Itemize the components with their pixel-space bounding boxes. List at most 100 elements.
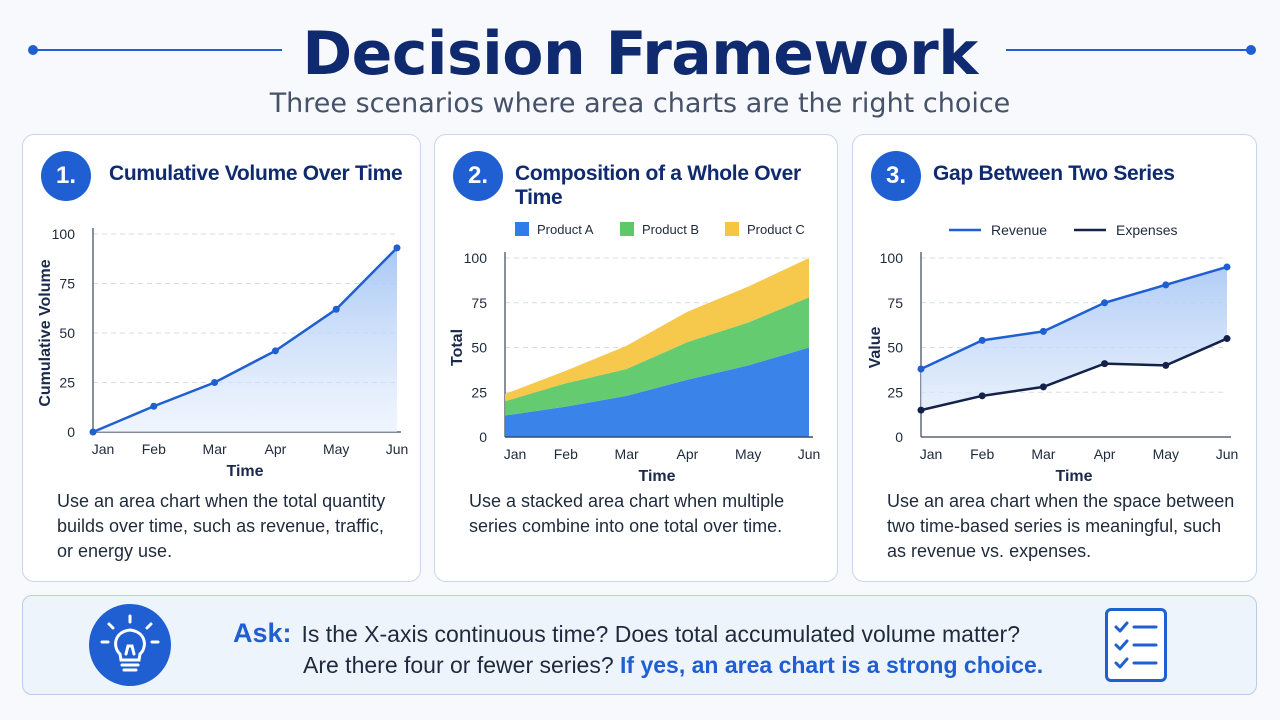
y-tick-label: 0 xyxy=(895,429,903,445)
expenses-point xyxy=(1101,360,1109,368)
ask-callout: Ask: Is the X-axis continuous time? Does … xyxy=(22,595,1257,695)
y-tick-label: 25 xyxy=(887,384,903,400)
legend-label: Revenue xyxy=(991,222,1047,238)
page-title: Decision Framework xyxy=(302,19,978,89)
data-point xyxy=(150,402,158,410)
card-description: Use an area chart when the space between… xyxy=(887,491,1235,561)
y-tick-label: 75 xyxy=(471,295,487,311)
title-row: Decision Framework xyxy=(0,14,1280,94)
y-tick-label: 0 xyxy=(67,424,75,440)
data-point xyxy=(332,305,340,313)
revenue-point xyxy=(1101,299,1109,307)
x-tick-label: Feb xyxy=(554,446,578,462)
checklist-icon xyxy=(1105,608,1167,682)
revenue-point xyxy=(1039,327,1047,335)
ask-question-line-1: Ask: Is the X-axis continuous time? Does … xyxy=(233,618,1020,649)
x-tick-label: Apr xyxy=(677,446,699,462)
y-tick-label: 75 xyxy=(59,276,75,292)
y-tick-label: 0 xyxy=(479,429,487,445)
expenses-point xyxy=(917,406,925,414)
x-axis-label: Time xyxy=(1055,468,1092,483)
x-tick-label: Jun xyxy=(386,441,409,457)
y-tick-label: 75 xyxy=(887,295,903,311)
card-number-badge: 3. xyxy=(871,151,921,201)
data-point xyxy=(89,428,97,436)
card-number-badge: 1. xyxy=(41,151,91,201)
title-decor-dot-right xyxy=(1246,45,1256,55)
x-tick-label: Feb xyxy=(142,441,166,457)
x-tick-label: Mar xyxy=(615,446,639,462)
ask-label: Ask: xyxy=(233,618,292,648)
data-point xyxy=(211,379,219,386)
stacked-area-product-c xyxy=(505,258,809,402)
ask-question-1: Is the X-axis continuous time? Does tota… xyxy=(301,621,1020,647)
y-axis-label: Total xyxy=(449,329,466,366)
expenses-point xyxy=(978,392,986,400)
legend-label: Product C xyxy=(747,222,805,237)
title-decor-line-left xyxy=(34,49,282,51)
revenue-point xyxy=(1162,281,1170,289)
y-tick-label: 100 xyxy=(464,250,488,266)
y-axis-label: Value xyxy=(867,327,884,369)
x-axis-label: Time xyxy=(638,468,675,483)
y-tick-label: 50 xyxy=(59,325,75,341)
ask-answer: If yes, an area chart is a strong choice… xyxy=(620,652,1044,678)
data-point xyxy=(271,347,279,355)
x-axis-label: Time xyxy=(226,463,263,480)
legend-swatch xyxy=(725,222,739,236)
expenses-line xyxy=(920,337,1228,412)
revenue-point xyxy=(978,336,986,344)
revenue-line xyxy=(920,265,1228,371)
stacked-area-product-a xyxy=(505,347,809,437)
expenses-point xyxy=(1223,335,1231,343)
page-subtitle: Three scenarios where area charts are th… xyxy=(269,88,1011,119)
revenue-point xyxy=(1223,263,1231,271)
title-decor-line-right xyxy=(1006,49,1250,51)
lightbulb-icon xyxy=(89,604,171,686)
y-tick-label: 25 xyxy=(59,375,75,391)
ask-question-2: Are there four or fewer series? xyxy=(303,652,614,678)
x-tick-label: Jan xyxy=(920,446,943,462)
x-tick-label: Mar xyxy=(1031,446,1055,462)
legend-label: Product B xyxy=(642,222,699,237)
stacked-area-product-b xyxy=(505,297,809,416)
y-tick-label: 25 xyxy=(471,384,487,400)
y-tick-label: 50 xyxy=(887,340,903,356)
cumulative-area-chart: 0 25 50 75 100 Jan Feb Mar Apr May Jun Time Cumulati… xyxy=(37,226,409,480)
card-description: Use an area chart when the total quantit… xyxy=(57,491,386,561)
x-tick-label: Feb xyxy=(970,446,994,462)
ask-question-line-2: Are there four or fewer series? If yes, … xyxy=(303,652,1043,679)
x-tick-label: Jun xyxy=(798,446,821,462)
gap-area-fill xyxy=(921,266,1227,411)
legend-label: Expenses xyxy=(1116,222,1177,238)
stacked-area-chart: 0 25 50 75 100 Jan Feb Mar Apr May Jun Time Total Pro… xyxy=(449,222,821,483)
x-tick-label: Jan xyxy=(504,446,527,462)
y-tick-label: 100 xyxy=(52,226,76,242)
x-tick-label: Jan xyxy=(92,441,115,457)
card-title: Gap Between Two Series xyxy=(933,162,1175,185)
gap-area-chart: 0 25 50 75 100 Jan Feb Mar Apr May Jun Time Value Rev… xyxy=(867,222,1239,483)
x-tick-label: May xyxy=(735,446,761,462)
card-title: Composition of a Whole Over Time xyxy=(515,162,801,209)
legend-swatch xyxy=(515,222,529,236)
x-tick-label: May xyxy=(323,441,349,457)
area-fill xyxy=(93,247,397,432)
x-tick-label: Apr xyxy=(1094,446,1116,462)
scenario-card-composition: 2. Composition of a Whole Over Time 0 25 5… xyxy=(434,134,838,582)
scenario-card-cumulative: 1. Cumulative Volume Over Time 0 25 50 75 10… xyxy=(22,134,421,582)
data-point xyxy=(393,244,401,252)
legend-swatch xyxy=(620,222,634,236)
y-axis-label: Cumulative Volume xyxy=(37,259,54,406)
card-title: Cumulative Volume Over Time xyxy=(109,162,403,185)
legend-label: Product A xyxy=(537,222,594,237)
title-decor-dot-left xyxy=(28,45,38,55)
expenses-point xyxy=(1039,383,1047,391)
series-line xyxy=(92,246,398,434)
revenue-point xyxy=(917,365,925,373)
card-number-badge: 2. xyxy=(453,151,503,201)
y-tick-label: 100 xyxy=(880,250,904,266)
x-tick-label: Jun xyxy=(1216,446,1239,462)
x-tick-label: Apr xyxy=(265,441,287,457)
y-tick-label: 50 xyxy=(471,340,487,356)
expenses-point xyxy=(1162,361,1170,369)
